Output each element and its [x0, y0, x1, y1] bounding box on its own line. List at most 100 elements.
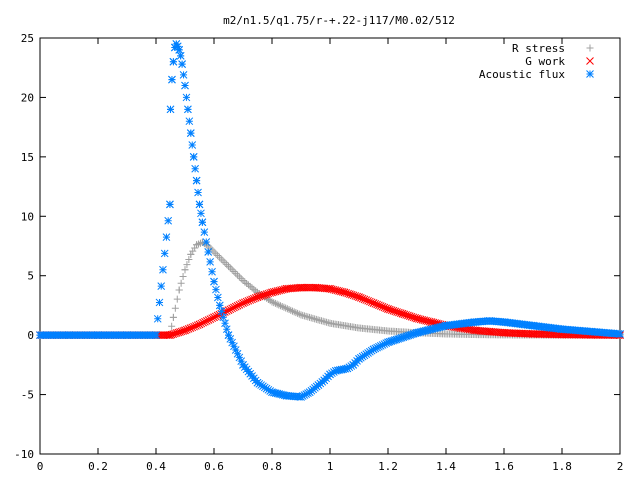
- data-point-interp: [182, 93, 191, 102]
- data-point-interp: [380, 340, 389, 348]
- data-point-interp: [195, 320, 204, 329]
- data-point-interp: [197, 209, 205, 218]
- data-point-interp: [225, 262, 232, 270]
- data-point-interp: [194, 188, 202, 197]
- data-point-interp: [292, 309, 300, 317]
- data-point-interp: [399, 333, 408, 342]
- chart-title: m2/n1.5/q1.75/r-+.22-j117/M0.02/512: [223, 14, 455, 27]
- data-point-interp: [155, 298, 164, 307]
- data-point-interp: [214, 293, 222, 302]
- data-point-interp: [278, 302, 286, 310]
- data-point-interp: [295, 310, 303, 318]
- data-point-interp: [185, 117, 194, 126]
- data-point-interp: [152, 331, 160, 339]
- legend-marker: [586, 44, 594, 52]
- data-point-interp: [302, 390, 311, 398]
- data-point-interp: [287, 306, 295, 314]
- data-point-interp: [345, 363, 354, 372]
- data-point-interp: [246, 282, 254, 290]
- data-point-interp: [288, 307, 296, 315]
- data-point-interp: [188, 141, 197, 149]
- data-point-interp: [404, 331, 413, 340]
- series-layer: [36, 40, 624, 401]
- data-point-interp: [306, 283, 314, 292]
- data-point-interp: [157, 282, 166, 290]
- data-point-interp: [223, 260, 231, 268]
- data-point-interp: [173, 295, 181, 303]
- data-point-interp: [233, 349, 242, 358]
- y-tick-label: 10: [21, 210, 34, 223]
- x-tick-label: 2: [617, 460, 624, 473]
- data-point-interp: [343, 364, 352, 373]
- data-point-interp: [222, 325, 231, 334]
- y-tick-label: -5: [21, 389, 34, 402]
- data-point-interp: [197, 319, 206, 328]
- data-point-interp: [202, 317, 211, 325]
- data-point-interp: [384, 338, 392, 347]
- data-point-interp: [212, 250, 220, 258]
- data-point-interp: [215, 253, 223, 261]
- x-tick-label: 0.6: [204, 460, 224, 473]
- data-point-interp: [326, 370, 334, 379]
- legend-label: R stress: [512, 42, 565, 55]
- data-point-interp: [184, 105, 192, 114]
- data-point-interp: [183, 261, 191, 269]
- data-point-interp: [235, 353, 244, 362]
- data-point-interp: [298, 392, 307, 400]
- data-point-interp: [221, 308, 229, 316]
- data-point-interp: [282, 304, 290, 312]
- data-point-interp: [228, 304, 236, 313]
- data-point-interp: [328, 369, 336, 378]
- data-point-interp: [375, 342, 383, 351]
- x-tick-label: 0: [37, 460, 44, 473]
- data-point-interp: [178, 60, 186, 69]
- data-point-interp: [275, 301, 283, 309]
- data-point-interp: [176, 51, 185, 60]
- legend-label: Acoustic flux: [479, 68, 565, 81]
- data-point-interp: [234, 271, 242, 279]
- data-point-interp: [248, 284, 256, 292]
- data-point-interp: [171, 304, 179, 312]
- data-point-interp: [369, 345, 378, 354]
- data-point-interp: [396, 334, 404, 343]
- data-point-interp: [217, 307, 226, 316]
- data-point-interp: [237, 357, 246, 365]
- data-point-interp: [233, 301, 242, 310]
- data-point-interp: [185, 255, 193, 263]
- x-tick-label: 1.2: [378, 460, 398, 473]
- data-point-interp: [226, 305, 235, 314]
- data-point-interp: [199, 318, 207, 327]
- data-point-interp: [409, 330, 418, 338]
- data-point-interp: [243, 279, 251, 287]
- data-point-interp: [280, 303, 288, 311]
- data-point-interp: [206, 315, 215, 323]
- y-tick-label: 20: [21, 91, 34, 104]
- data-point-interp: [228, 338, 236, 347]
- data-point-interp: [198, 218, 207, 227]
- data-point-interp: [402, 332, 411, 340]
- data-point-interp: [302, 283, 311, 292]
- data-point-interp: [283, 305, 291, 313]
- data-point-interp: [387, 337, 396, 346]
- data-point-interp: [204, 248, 213, 256]
- data-point-interp: [210, 277, 218, 286]
- data-point-interp: [206, 257, 214, 266]
- x-tick-label: 1.8: [552, 460, 572, 473]
- y-tick-label: 15: [21, 151, 34, 164]
- data-point-interp: [235, 273, 243, 281]
- y-tick-label: 25: [21, 32, 34, 45]
- data-point-interp: [230, 303, 238, 312]
- data-point-interp: [169, 313, 177, 321]
- data-point-interp: [160, 249, 169, 258]
- data-point-interp: [373, 343, 381, 352]
- data-point-interp: [298, 283, 307, 292]
- data-point-interp: [347, 362, 356, 370]
- data-point-interp: [277, 302, 285, 310]
- x-tick-label: 1.6: [494, 460, 514, 473]
- data-point-interp: [175, 46, 184, 54]
- data-point-interp: [330, 368, 338, 376]
- data-point-interp: [192, 176, 201, 185]
